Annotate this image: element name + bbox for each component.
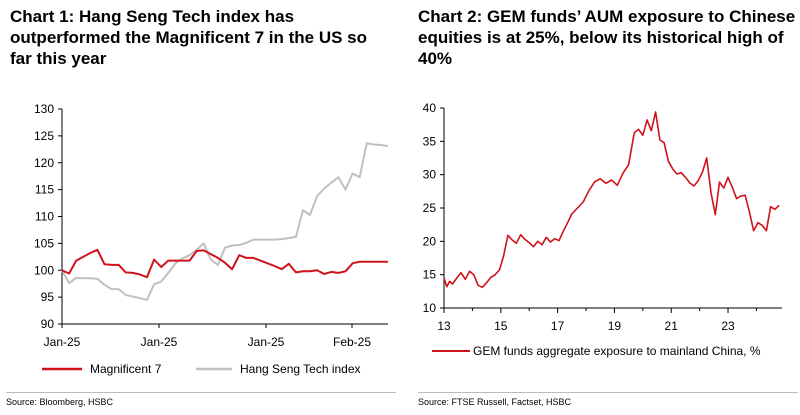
y-tick-label: 40 [423, 101, 437, 115]
chart-1-panel: Chart 1: Hang Seng Tech index has outper… [6, 7, 396, 407]
y-tick-label: 105 [34, 236, 54, 250]
x-tick-label: Jan-25 [141, 335, 178, 349]
x-tick-label: 15 [494, 319, 508, 333]
chart-2-panel: Chart 2: GEM funds’ AUM exposure to Chin… [410, 0, 800, 415]
y-tick-label: 30 [423, 168, 437, 182]
x-tick-label: Jan-25 [44, 335, 81, 349]
x-tick-label: 13 [437, 319, 451, 333]
y-tick-label: 95 [41, 290, 55, 304]
chart-2-plot: 10 15 20 25 30 35 40 13 15 17 19 21 23 GEM funds aggr… [423, 101, 782, 358]
y-tick-label: 10 [423, 301, 437, 315]
source-divider [6, 392, 396, 393]
series-line-gem-exposure [443, 111, 780, 289]
series-line-magnificent-7 [61, 248, 388, 279]
x-tick-label: 23 [721, 319, 735, 333]
chart-title: Chart 1: Hang Seng Tech index has outper… [10, 7, 368, 68]
y-tick-label: 15 [423, 268, 437, 282]
y-tick-label: 130 [34, 102, 54, 116]
series-line-hang-seng-tech [61, 142, 389, 301]
y-tick-label: 115 [35, 183, 54, 197]
x-tick-label: 19 [608, 319, 622, 333]
chart-1-plot: 90 95 100 105 110 115 120 125 130 Jan-25 Jan-25 Jan… [34, 102, 389, 376]
chart-title: Chart 2: GEM funds’ AUM exposure to Chin… [418, 7, 796, 68]
y-tick-label: 35 [423, 134, 437, 148]
source-divider [418, 392, 798, 393]
y-tick-label: 110 [35, 210, 54, 224]
y-tick-label: 25 [423, 201, 437, 215]
legend-label-gem-exposure: GEM funds aggregate exposure to mainland… [473, 344, 761, 358]
legend-label-hang-seng-tech: Hang Seng Tech index [240, 362, 361, 376]
source-note: Source: FTSE Russell, Factset, HSBC [418, 397, 572, 407]
y-tick-label: 20 [423, 234, 437, 248]
y-tick-label: 100 [34, 263, 54, 277]
y-tick-label: 125 [34, 129, 54, 143]
x-tick-label: 17 [551, 319, 565, 333]
legend-label-magnificent-7: Magnificent 7 [90, 362, 162, 376]
source-note: Source: Bloomberg, HSBC [6, 397, 114, 407]
x-tick-label: Jan-25 [248, 335, 285, 349]
y-tick-label: 120 [34, 156, 54, 170]
x-tick-label: Feb-25 [333, 335, 371, 349]
x-tick-label: 21 [665, 319, 679, 333]
y-tick-label: 90 [41, 317, 55, 331]
